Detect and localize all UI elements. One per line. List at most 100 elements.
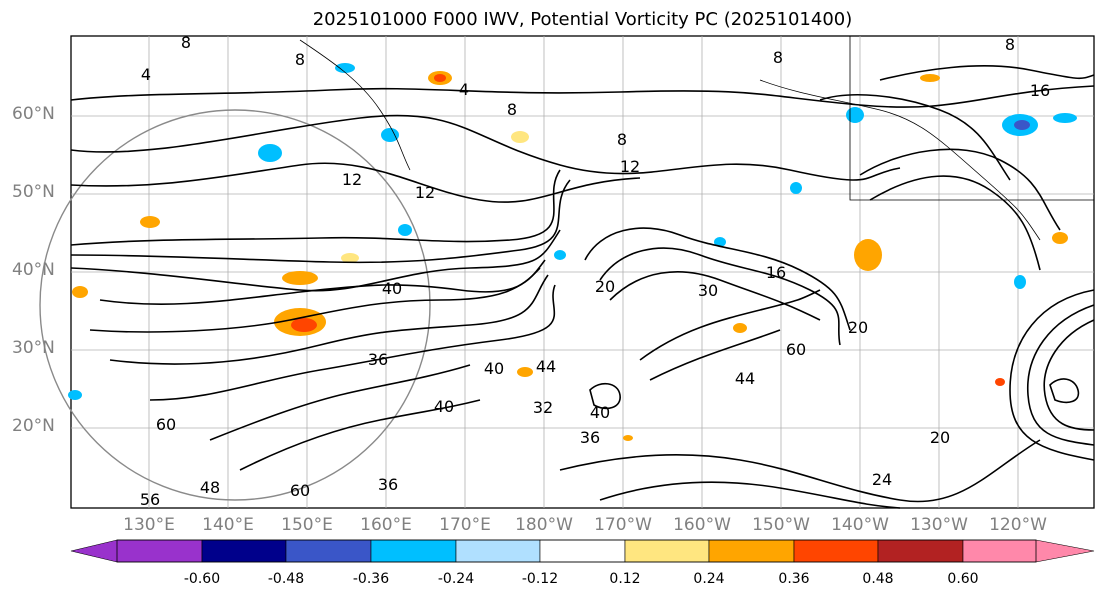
pv-positive-patch [920,74,940,82]
lon-label: 120°W [989,515,1047,535]
contour-label: 40 [484,359,504,378]
pv-positive-patch [1052,232,1068,244]
contour-label: 8 [1005,35,1015,54]
lon-label: 160°E [360,515,412,535]
contour-label: 12 [342,170,362,189]
contour-label: 60 [786,340,806,359]
contour-label: 8 [181,33,191,52]
contour-label: 48 [200,478,220,497]
pv-positive-patch [517,367,533,377]
pv-negative-patch [335,63,355,73]
colorbar-segment [877,539,964,563]
contour-label: 40 [434,397,454,416]
colorbar-segment [539,539,626,563]
lon-label: 170°W [594,515,652,535]
colorbar-segment [708,539,795,563]
colorbar-tick: -0.48 [267,571,305,587]
pv-positive-patch [291,318,317,332]
colorbar-segment [70,539,203,563]
contour-label: 40 [382,279,402,298]
pv-positive-patch [623,435,633,441]
contour-label: 12 [620,157,640,176]
iwv-contours [70,65,1095,509]
pv-negative-patch [790,182,802,194]
contour-label: 44 [536,357,556,376]
contour-label: 8 [295,50,305,69]
colorbar-segment [201,539,287,563]
pv-negative-patch [554,250,566,260]
contour-label: 4 [459,80,469,99]
contour-label: 16 [1030,81,1050,100]
colorbar-segments [70,539,1095,563]
contour-label: 36 [378,475,398,494]
pv-positive-patch [140,216,160,228]
colorbar-tick: -0.12 [521,571,559,587]
pv-negative-patch [846,107,864,123]
contour-label: 8 [773,48,783,67]
range-ring [39,109,431,501]
contour-label: 20 [848,318,868,337]
contour-label: 32 [533,398,553,417]
lat-label: 40°N [12,260,55,280]
contour-label: 36 [580,428,600,447]
pv-shading [68,63,1077,441]
contour-label: 44 [735,369,755,388]
contour-label: 12 [415,183,435,202]
lat-label: 20°N [12,416,55,436]
lon-label: 160°W [673,515,731,535]
pv-negative-patch [258,144,282,162]
lon-label: 170°E [439,515,491,535]
pv-positive-patch [511,131,529,143]
contour-label: 60 [156,415,176,434]
colorbar-tick: -0.60 [183,571,221,587]
pv-negative-patch [714,237,726,247]
colorbar-tick: 0.60 [947,571,979,587]
colorbar-tick: 0.36 [778,571,810,587]
pv-positive-patch [282,271,318,285]
pv-positive-patch [733,323,747,333]
pv-positive-patch [72,286,88,298]
colorbar-segment [793,539,879,563]
pv-negative-patch [1014,275,1026,289]
lon-label: 130°W [910,515,968,535]
colorbar-segment [285,539,372,563]
colorbar-tick: -0.36 [352,571,390,587]
lon-label: 150°W [752,515,810,535]
contour-label: 60 [290,481,310,500]
colorbar-tick: -0.24 [437,571,475,587]
contour-label: 20 [595,277,615,296]
pv-negative-patch [68,390,82,400]
contour-label: 20 [930,428,950,447]
colorbar-frame [116,539,1037,563]
colorbar-segment [370,539,457,563]
colorbar-tick: 0.24 [693,571,725,587]
lat-label: 60°N [12,104,55,124]
pv-negative-patch [1014,120,1030,130]
coastlines [299,36,1094,241]
contour-label: 24 [872,470,892,489]
contour-label: 16 [766,263,786,282]
contour-label: 4 [141,65,151,84]
contour-label: 30 [698,281,718,300]
pv-negative-patch [381,128,399,142]
lon-label: 130°E [123,515,175,535]
pv-negative-patch [398,224,412,236]
pv-positive-patch [434,74,446,82]
colorbar-tick: 0.48 [862,571,894,587]
colorbar-tick: 0.12 [609,571,641,587]
lat-label: 30°N [12,338,55,358]
contour-label: 8 [507,100,517,119]
map-title: 2025101000 F000 IWV, Potential Vorticity… [312,9,853,30]
contour-label: 56 [140,490,160,509]
lon-label: 180°W [515,515,573,535]
contour-label: 40 [590,403,610,422]
colorbar-segment [624,539,710,563]
pv-positive-patch [995,378,1005,386]
pv-positive-patch [341,253,359,263]
colorbar-segment [455,539,541,563]
pv-negative-patch [1053,113,1077,123]
lon-label: 140°E [202,515,254,535]
lon-label: 150°E [281,515,333,535]
